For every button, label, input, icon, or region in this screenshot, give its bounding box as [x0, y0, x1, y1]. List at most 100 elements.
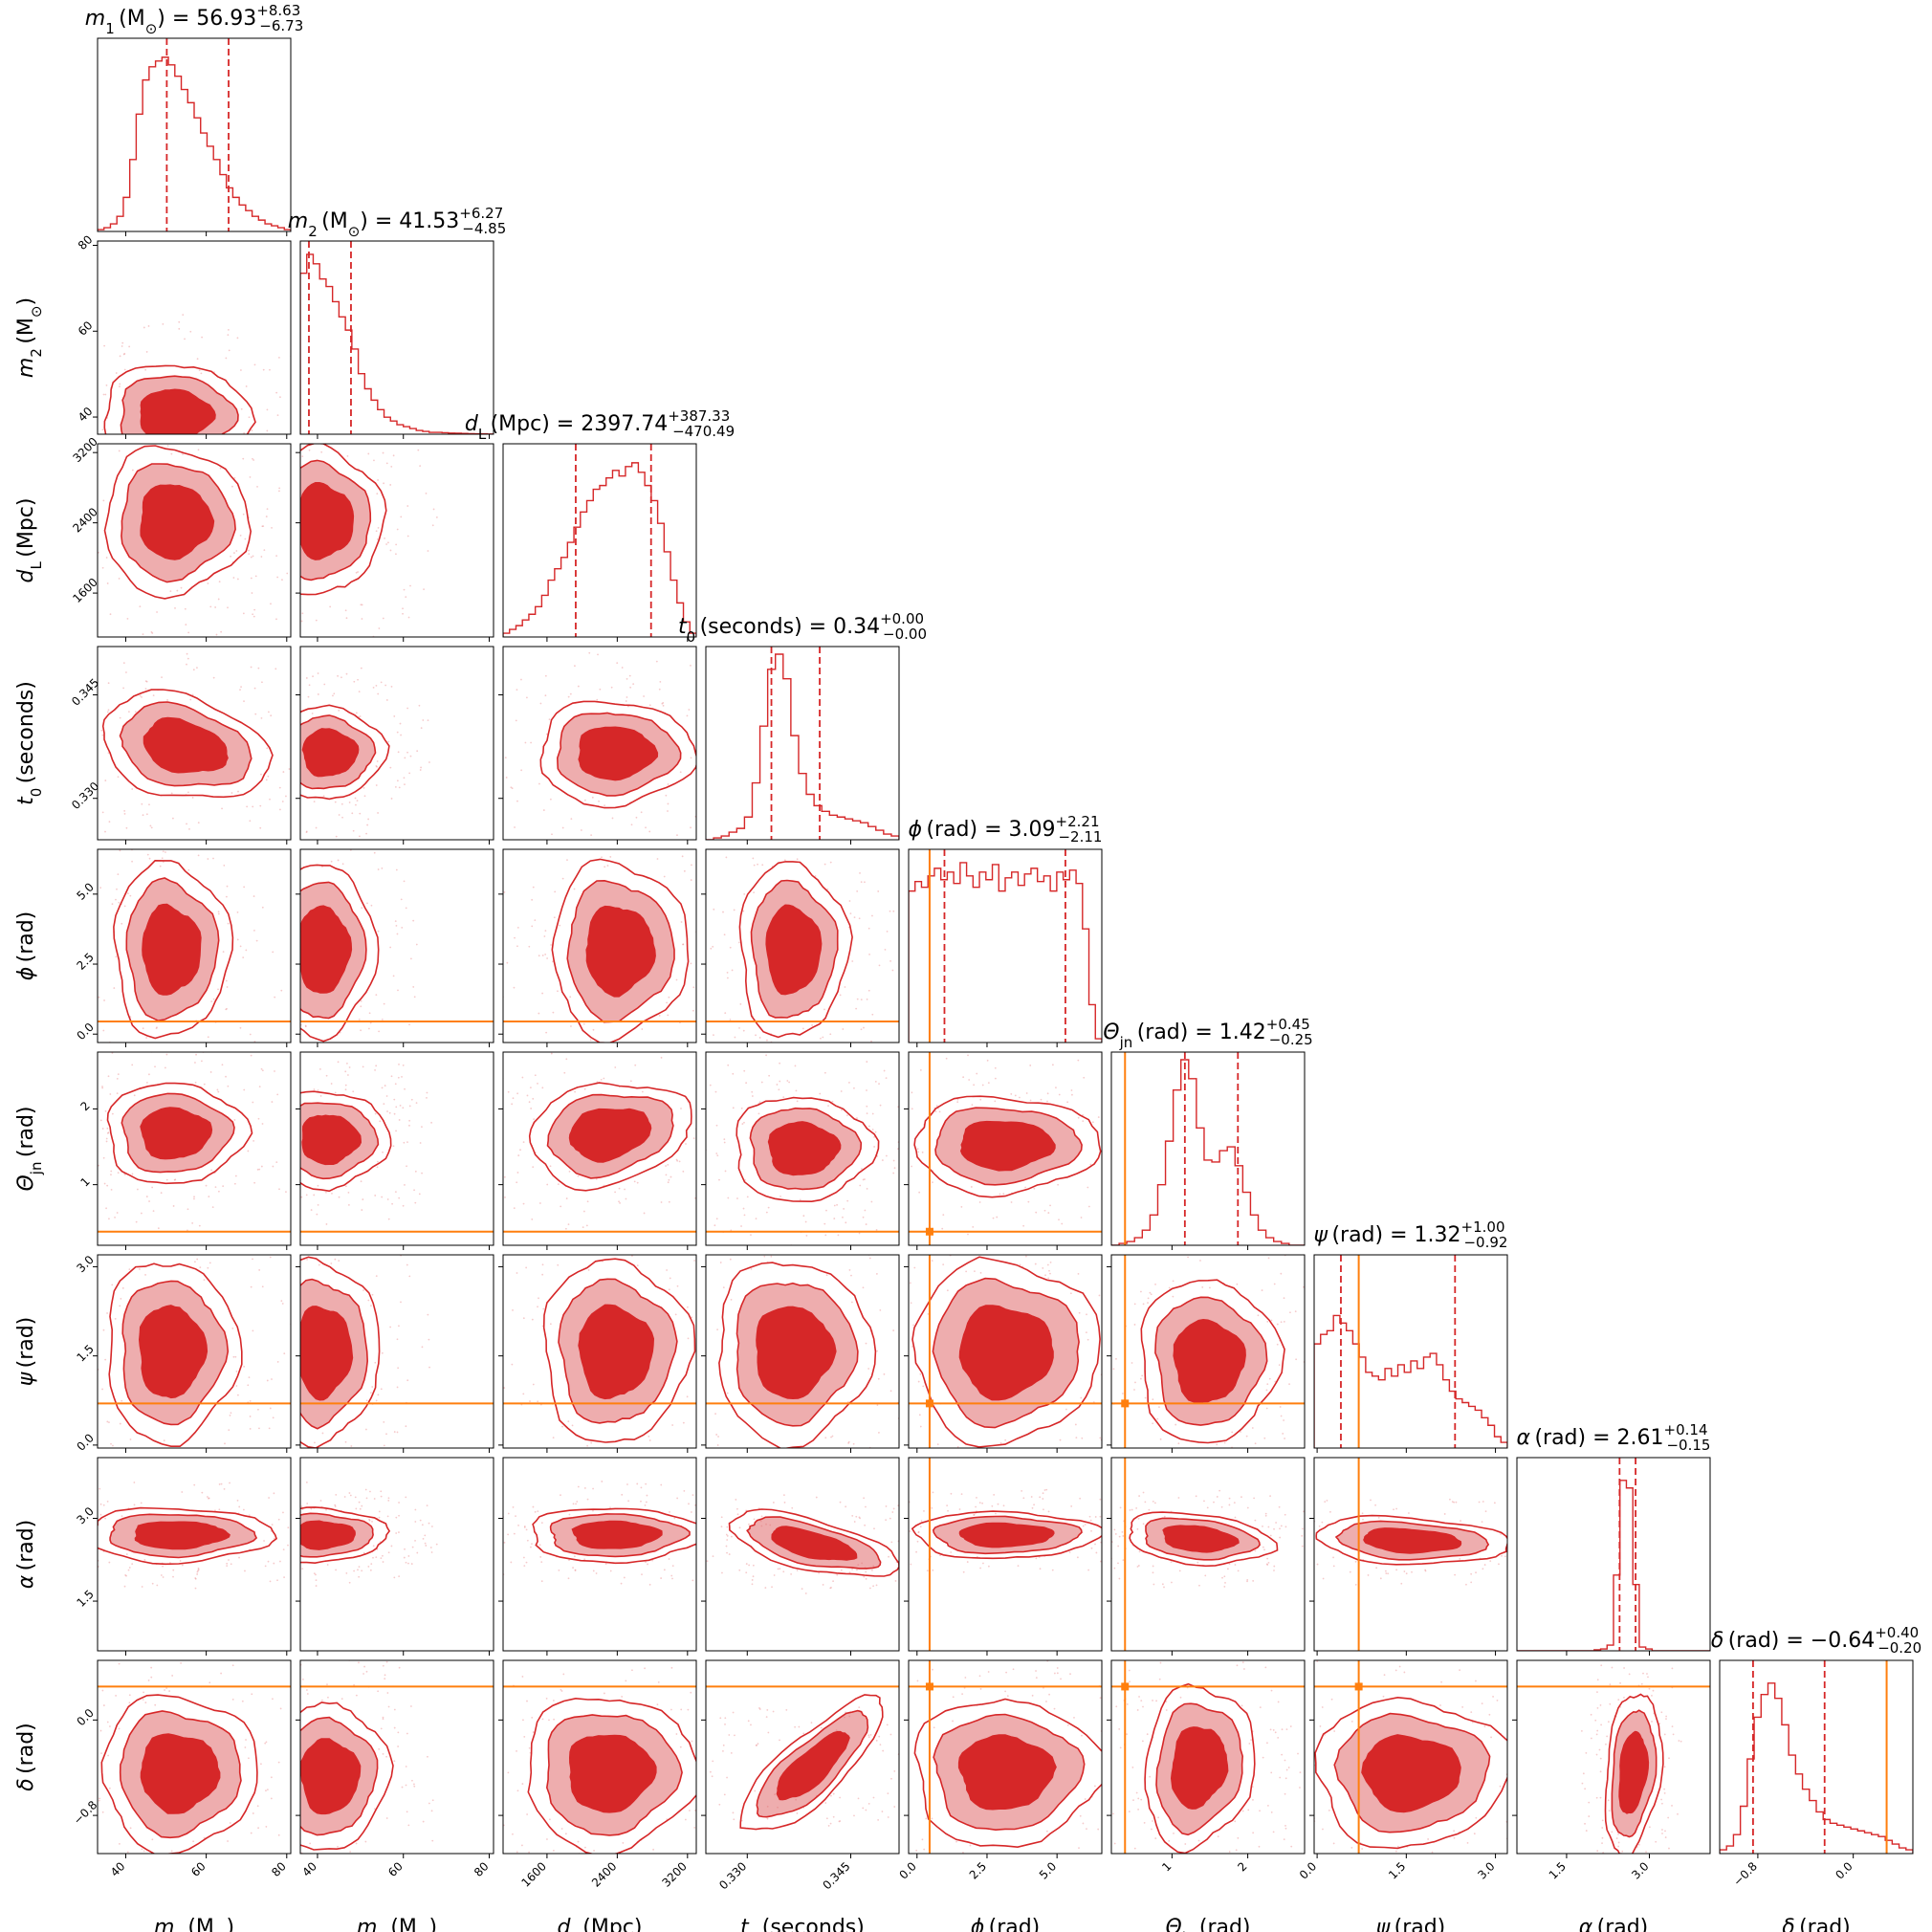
sample-point [734, 995, 735, 997]
panel-frame [908, 848, 1103, 1043]
sample-point [1082, 1120, 1085, 1123]
sample-point [541, 1087, 544, 1089]
sample-point [905, 1217, 907, 1218]
sample-point [353, 680, 356, 683]
sample-point [298, 1817, 300, 1819]
sample-point [283, 718, 285, 720]
sample-point [538, 1482, 539, 1483]
sample-point [770, 1255, 773, 1258]
sample-point [1076, 1556, 1079, 1559]
sample-point [397, 1076, 400, 1079]
sample-point [671, 1565, 674, 1568]
sample-point [1152, 1571, 1154, 1574]
sample-point [1552, 1525, 1554, 1526]
sample-point [365, 1497, 368, 1500]
panel-frame [1110, 1457, 1306, 1652]
title-plus: +2.21 [1056, 813, 1100, 830]
contour-inner [959, 1120, 1056, 1172]
sample-point [251, 969, 252, 971]
sample-point [148, 857, 151, 860]
sample-point [1106, 1132, 1108, 1134]
sample-point [857, 1170, 859, 1172]
sample-point [393, 1726, 396, 1729]
sample-point [99, 1797, 100, 1800]
sample-point [99, 1729, 102, 1732]
sample-point [57, 1121, 59, 1123]
sample-point [276, 1093, 279, 1096]
sample-point [911, 1165, 912, 1168]
sample-point [680, 1241, 682, 1243]
panel-frame [1110, 1051, 1306, 1246]
sample-point [907, 1178, 909, 1180]
sample-point [782, 1570, 785, 1573]
sample-point [860, 1028, 863, 1031]
sample-point [914, 1119, 916, 1121]
sample-point [382, 1151, 384, 1153]
sample-point [301, 1568, 304, 1570]
sample-point [381, 1018, 384, 1021]
sample-point [691, 1316, 693, 1319]
panel-frame [97, 1659, 292, 1855]
sample-point [489, 1526, 491, 1527]
sample-point [721, 1571, 723, 1574]
sample-point [276, 414, 279, 417]
sample-point [1070, 1504, 1073, 1507]
sample-point [692, 986, 695, 989]
sample-point [676, 1792, 678, 1794]
sample-point [577, 1840, 580, 1843]
sample-point [735, 1365, 736, 1367]
sample-point [1092, 1247, 1094, 1249]
sample-point [370, 1884, 372, 1886]
sample-point [432, 508, 435, 511]
sample-point [673, 1800, 675, 1802]
sample-point [729, 1379, 731, 1381]
sample-point [552, 1011, 555, 1014]
sample-point [260, 1067, 263, 1070]
sample-point [734, 1434, 735, 1436]
sample-point [387, 1551, 390, 1554]
sample-point [485, 775, 487, 777]
panel-frame [97, 443, 292, 638]
sample-point [566, 859, 568, 862]
sample-point [141, 1586, 143, 1588]
sample-point [824, 1461, 826, 1463]
sample-point [820, 1726, 823, 1729]
sample-point [546, 957, 549, 959]
sample-point [795, 1089, 798, 1092]
sample-point [1273, 1570, 1275, 1571]
sample-point [1136, 1566, 1139, 1568]
sample-point [1332, 1565, 1335, 1568]
sample-point [248, 549, 250, 552]
panel-m1-vs-delta: 40 60 80−0.80.0 [71, 1659, 300, 1879]
sample-point [668, 1288, 670, 1291]
sample-point [281, 1019, 283, 1021]
sample-point [196, 1573, 199, 1575]
sample-point [248, 1376, 251, 1379]
sample-point [135, 845, 137, 846]
sample-point [999, 1193, 1001, 1196]
sample-point [1284, 1438, 1285, 1439]
sample-point [102, 1328, 105, 1331]
sample-point [497, 958, 499, 960]
sample-point [960, 1205, 963, 1208]
sample-point [228, 1429, 231, 1432]
sample-point [1514, 1537, 1516, 1539]
sample-point [410, 1705, 412, 1707]
y-tick-label: 2 [78, 1099, 93, 1113]
sample-point [779, 1568, 781, 1570]
sample-point [862, 1049, 864, 1051]
sample-point [560, 1688, 562, 1691]
sample-point [378, 1030, 381, 1033]
sample-point [494, 734, 496, 735]
sample-point [237, 590, 239, 592]
sample-point [161, 666, 163, 668]
sample-point [320, 1859, 322, 1861]
sample-point [240, 369, 242, 371]
sample-point [237, 495, 239, 497]
sample-point [120, 1469, 121, 1471]
sample-point [143, 1559, 146, 1561]
sample-point [507, 1533, 510, 1536]
sample-point [384, 1678, 386, 1680]
sample-point [909, 1282, 911, 1284]
sample-point [286, 387, 288, 389]
